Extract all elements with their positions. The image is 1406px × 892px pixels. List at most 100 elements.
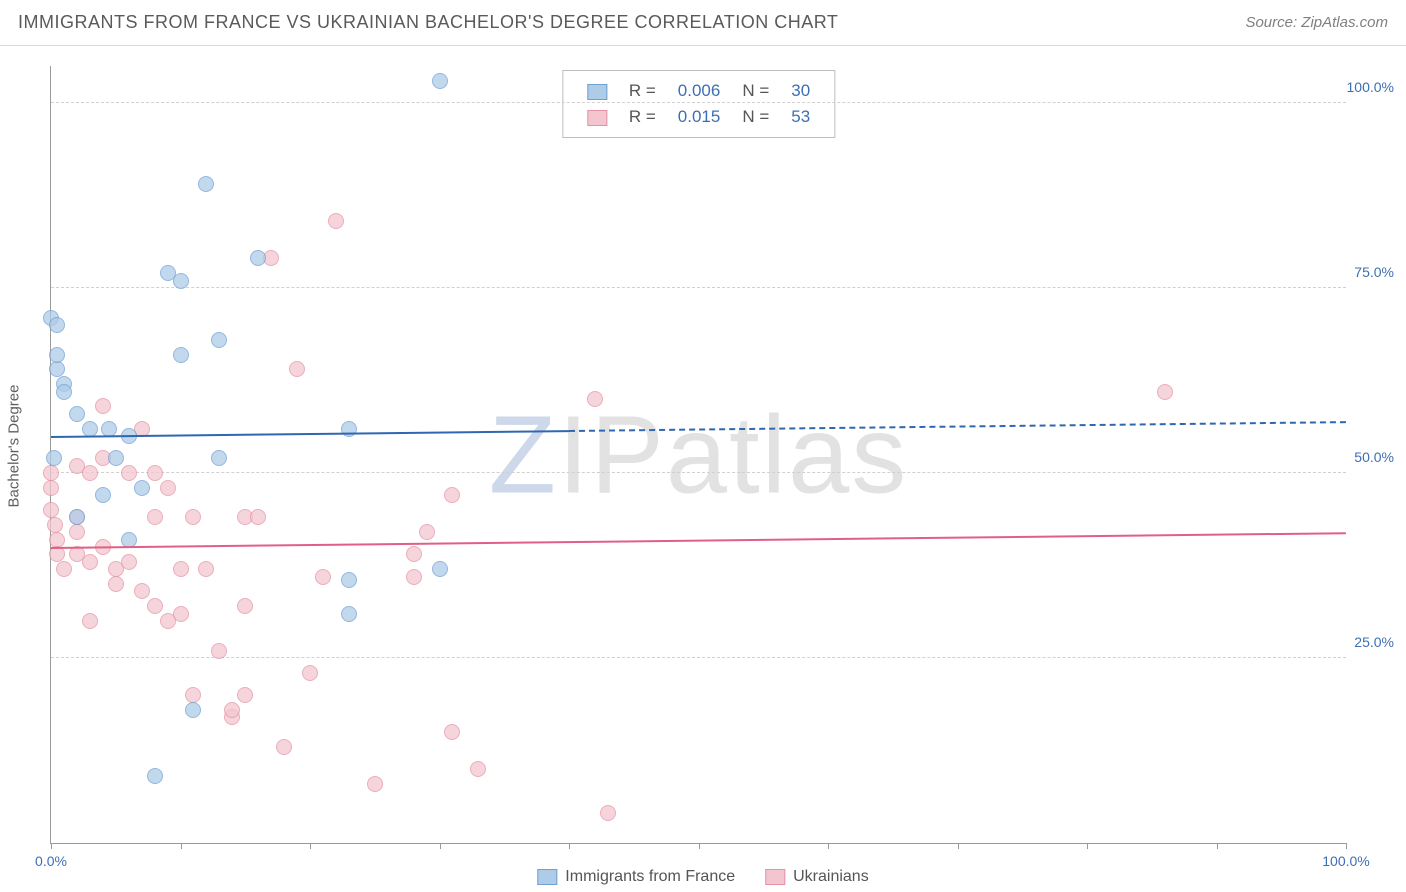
swatch-ukraine bbox=[587, 110, 607, 126]
data-point-ukraine bbox=[289, 361, 305, 377]
data-point-ukraine bbox=[211, 643, 227, 659]
data-point-ukraine bbox=[43, 502, 59, 518]
data-point-ukraine bbox=[82, 465, 98, 481]
data-point-ukraine bbox=[328, 213, 344, 229]
y-tick-label: 100.0% bbox=[1347, 79, 1394, 95]
data-point-ukraine bbox=[43, 465, 59, 481]
y-axis-label: Bachelor's Degree bbox=[6, 385, 23, 508]
data-point-ukraine bbox=[198, 561, 214, 577]
gridline bbox=[51, 102, 1346, 103]
data-point-ukraine bbox=[600, 805, 616, 821]
gridline bbox=[51, 657, 1346, 658]
data-point-ukraine bbox=[367, 776, 383, 792]
data-point-ukraine bbox=[173, 561, 189, 577]
data-point-ukraine bbox=[276, 739, 292, 755]
data-point-france bbox=[69, 406, 85, 422]
data-point-ukraine bbox=[134, 583, 150, 599]
data-point-ukraine bbox=[147, 598, 163, 614]
x-tick bbox=[828, 843, 829, 849]
data-point-ukraine bbox=[470, 761, 486, 777]
legend-item-ukraine: Ukrainians bbox=[765, 868, 869, 886]
x-tick bbox=[958, 843, 959, 849]
data-point-ukraine bbox=[237, 598, 253, 614]
data-point-ukraine bbox=[108, 576, 124, 592]
x-tick bbox=[1087, 843, 1088, 849]
data-point-ukraine bbox=[43, 480, 59, 496]
data-point-france bbox=[432, 73, 448, 89]
x-tick bbox=[51, 843, 52, 849]
data-point-france bbox=[147, 768, 163, 784]
correlation-legend: R =0.006 N =30 R =0.015 N =53 bbox=[562, 70, 835, 138]
plot-region: ZIPatlas R =0.006 N =30 R =0.015 N =53 2… bbox=[50, 66, 1346, 844]
data-point-ukraine bbox=[121, 465, 137, 481]
data-point-ukraine bbox=[250, 509, 266, 525]
data-point-ukraine bbox=[82, 554, 98, 570]
watermark: ZIPatlas bbox=[489, 391, 909, 518]
data-point-france bbox=[101, 421, 117, 437]
x-tick bbox=[440, 843, 441, 849]
data-point-france bbox=[341, 572, 357, 588]
data-point-ukraine bbox=[147, 465, 163, 481]
data-point-ukraine bbox=[315, 569, 331, 585]
chart-area: ZIPatlas R =0.006 N =30 R =0.015 N =53 2… bbox=[50, 66, 1396, 844]
data-point-france bbox=[49, 347, 65, 363]
data-point-ukraine bbox=[185, 687, 201, 703]
data-point-ukraine bbox=[49, 532, 65, 548]
data-point-ukraine bbox=[160, 480, 176, 496]
y-tick-label: 75.0% bbox=[1354, 264, 1394, 280]
y-tick-label: 25.0% bbox=[1354, 634, 1394, 650]
data-point-france bbox=[250, 250, 266, 266]
data-point-france bbox=[46, 450, 62, 466]
trendline bbox=[51, 532, 1346, 549]
data-point-france bbox=[173, 347, 189, 363]
swatch-france-bottom bbox=[537, 869, 557, 885]
data-point-ukraine bbox=[69, 524, 85, 540]
data-point-france bbox=[95, 487, 111, 503]
data-point-france bbox=[341, 606, 357, 622]
data-point-ukraine bbox=[47, 517, 63, 533]
legend-row-france: R =0.006 N =30 bbox=[577, 79, 820, 103]
data-point-france bbox=[49, 317, 65, 333]
gridline bbox=[51, 287, 1346, 288]
data-point-france bbox=[211, 450, 227, 466]
data-point-france bbox=[49, 361, 65, 377]
chart-header: IMMIGRANTS FROM FRANCE VS UKRAINIAN BACH… bbox=[0, 0, 1406, 46]
x-tick bbox=[569, 843, 570, 849]
gridline bbox=[51, 472, 1346, 473]
data-point-ukraine bbox=[224, 702, 240, 718]
x-tick bbox=[1346, 843, 1347, 849]
data-point-ukraine bbox=[56, 561, 72, 577]
data-point-ukraine bbox=[173, 606, 189, 622]
data-point-ukraine bbox=[302, 665, 318, 681]
data-point-france bbox=[56, 384, 72, 400]
x-tick bbox=[1217, 843, 1218, 849]
x-tick bbox=[310, 843, 311, 849]
y-tick-label: 50.0% bbox=[1354, 449, 1394, 465]
data-point-france bbox=[185, 702, 201, 718]
data-point-france bbox=[198, 176, 214, 192]
data-point-france bbox=[134, 480, 150, 496]
data-point-ukraine bbox=[1157, 384, 1173, 400]
data-point-ukraine bbox=[406, 569, 422, 585]
data-point-ukraine bbox=[185, 509, 201, 525]
data-point-france bbox=[82, 421, 98, 437]
x-tick bbox=[181, 843, 182, 849]
data-point-ukraine bbox=[419, 524, 435, 540]
data-point-france bbox=[173, 273, 189, 289]
data-point-ukraine bbox=[121, 554, 137, 570]
chart-title: IMMIGRANTS FROM FRANCE VS UKRAINIAN BACH… bbox=[18, 12, 838, 33]
data-point-france bbox=[69, 509, 85, 525]
data-point-ukraine bbox=[406, 546, 422, 562]
data-point-ukraine bbox=[444, 724, 460, 740]
x-tick bbox=[699, 843, 700, 849]
chart-source: Source: ZipAtlas.com bbox=[1245, 14, 1388, 31]
data-point-ukraine bbox=[95, 398, 111, 414]
data-point-ukraine bbox=[82, 613, 98, 629]
data-point-ukraine bbox=[587, 391, 603, 407]
x-tick-label: 100.0% bbox=[1322, 853, 1369, 869]
legend-item-france: Immigrants from France bbox=[537, 868, 735, 886]
swatch-ukraine-bottom bbox=[765, 869, 785, 885]
trendline bbox=[569, 421, 1346, 432]
data-point-ukraine bbox=[237, 687, 253, 703]
legend-row-ukraine: R =0.015 N =53 bbox=[577, 105, 820, 129]
